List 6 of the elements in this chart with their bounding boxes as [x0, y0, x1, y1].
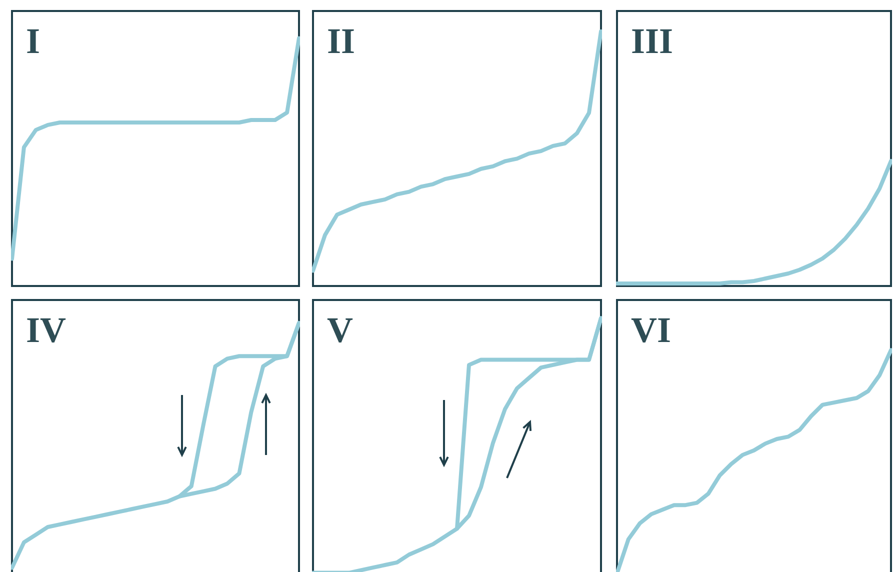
chart-title: VI: [631, 310, 672, 350]
chart-title: I: [26, 21, 40, 61]
chart-title: IV: [26, 310, 66, 350]
chart-title: V: [327, 310, 353, 350]
chart-title: III: [631, 21, 674, 61]
chart-title: II: [327, 21, 356, 61]
